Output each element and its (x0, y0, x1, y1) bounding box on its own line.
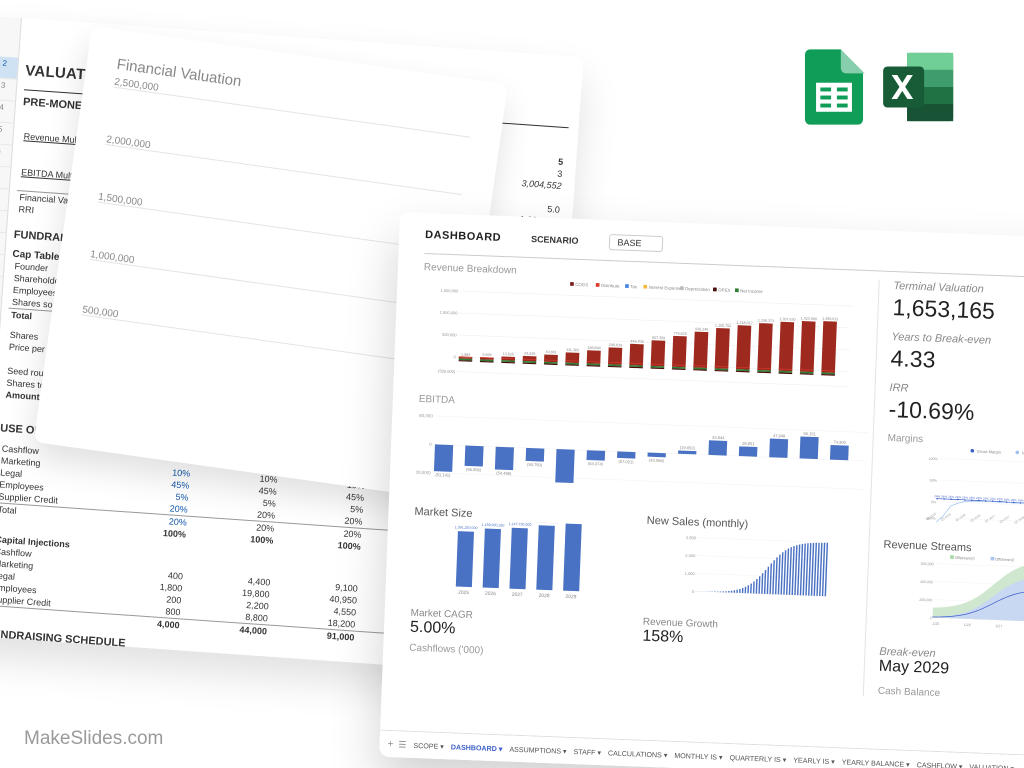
svg-text:(50,750): (50,750) (527, 462, 543, 468)
svg-text:2027: 2027 (512, 592, 523, 598)
svg-text:COGS: COGS (575, 282, 588, 287)
svg-text:Tax: Tax (630, 284, 638, 289)
svg-text:200,000: 200,000 (919, 598, 932, 602)
svg-text:2,000: 2,000 (686, 553, 697, 558)
svg-text:24%: 24% (934, 494, 940, 498)
svg-text:Depreciation: Depreciation (685, 286, 710, 292)
svg-text:1,989: 1,989 (461, 353, 470, 357)
svg-text:445,706: 445,706 (630, 339, 643, 344)
svg-text:1,450,011: 1,450,011 (822, 317, 838, 322)
svg-text:2025: 2025 (458, 590, 469, 596)
svg-text:0%: 0% (931, 500, 937, 504)
svg-text:(51,141): (51,141) (435, 472, 451, 478)
svg-text:13,525: 13,525 (503, 352, 514, 356)
svg-text:0: 0 (429, 442, 432, 447)
svg-text:1/25: 1/25 (932, 622, 939, 626)
svg-text:2,500: 2,500 (686, 535, 697, 540)
svg-text:607,356: 607,356 (652, 336, 665, 341)
svg-text:500,000: 500,000 (921, 562, 934, 566)
svg-text:1,147,730,000: 1,147,730,000 (508, 522, 531, 527)
svg-text:24%: 24% (948, 495, 954, 499)
svg-text:1,423,966: 1,423,966 (801, 317, 817, 322)
svg-text:5,969: 5,969 (482, 353, 491, 357)
svg-text:500,000: 500,000 (442, 332, 457, 338)
svg-text:1,296,373: 1,296,373 (758, 319, 774, 324)
svg-text:(54,486): (54,486) (496, 470, 512, 476)
svg-text:29,636: 29,636 (524, 351, 535, 355)
svg-text:20%: 20% (1011, 498, 1017, 502)
svg-text:23,844: 23,844 (712, 435, 725, 441)
svg-text:40,661: 40,661 (546, 350, 557, 354)
svg-text:Q3 2027: Q3 2027 (999, 514, 1011, 524)
svg-text:0: 0 (692, 589, 695, 594)
svg-text:(19,653): (19,653) (680, 445, 696, 451)
svg-text:47,948: 47,948 (773, 433, 786, 439)
svg-text:2028: 2028 (538, 593, 549, 599)
svg-text:74,900: 74,900 (833, 439, 846, 445)
svg-text:Q1 2027: Q1 2027 (984, 514, 996, 524)
svg-text:1,105,752: 1,105,752 (715, 324, 731, 329)
svg-text:23%: 23% (976, 496, 982, 500)
svg-text:(57,021): (57,021) (618, 459, 634, 465)
svg-text:2029: 2029 (565, 594, 576, 600)
svg-text:1,500,000: 1,500,000 (440, 288, 459, 294)
svg-text:Offstream(): Offstream() (995, 558, 1015, 563)
svg-text:Distribute: Distribute (601, 283, 620, 289)
svg-text:296,636: 296,636 (609, 343, 622, 348)
svg-text:1,159,930,250: 1,159,930,250 (482, 523, 505, 528)
svg-text:Interest Expense: Interest Expense (648, 285, 682, 291)
svg-text:22%: 22% (997, 497, 1003, 501)
svg-text:776,629: 776,629 (673, 331, 686, 336)
svg-text:2026: 2026 (485, 591, 496, 597)
svg-text:Net Income: Net Income (740, 288, 763, 294)
svg-text:22%: 22% (983, 496, 989, 500)
svg-text:24%: 24% (941, 494, 947, 498)
svg-text:23%: 23% (962, 495, 968, 499)
svg-text:19%: 19% (1018, 498, 1024, 502)
svg-text:100%: 100% (928, 457, 938, 461)
svg-text:1,218,017: 1,218,017 (736, 321, 752, 326)
svg-text:(56,556): (56,556) (466, 467, 482, 473)
svg-text:(64,374): (64,374) (588, 461, 604, 467)
svg-text:OPEX: OPEX (718, 287, 730, 292)
svg-text:38,851: 38,851 (742, 441, 755, 447)
svg-text:Q1 2028: Q1 2028 (1013, 515, 1024, 525)
svg-text:111,383: 111,383 (566, 348, 579, 352)
svg-text:0: 0 (929, 616, 931, 620)
svg-text:936,246: 936,246 (695, 327, 708, 332)
svg-text:Gross Margin: Gross Margin (977, 449, 1001, 455)
svg-text:24%: 24% (955, 495, 961, 499)
svg-text:Q3 2026: Q3 2026 (969, 513, 981, 523)
svg-text:(100,000): (100,000) (415, 470, 431, 476)
svg-text:23%: 23% (969, 496, 975, 500)
svg-text:1/26: 1/26 (964, 623, 971, 627)
svg-text:1/27: 1/27 (995, 624, 1002, 628)
svg-text:189,894: 189,894 (587, 346, 600, 351)
svg-text:1,357,630: 1,357,630 (779, 317, 795, 322)
svg-text:Q1 2026: Q1 2026 (955, 513, 967, 523)
svg-text:400,000: 400,000 (920, 580, 933, 584)
svg-text:0: 0 (453, 354, 456, 359)
svg-text:Q3 2025: Q3 2025 (940, 512, 952, 522)
svg-text:22%: 22% (990, 497, 996, 501)
svg-text:56,151: 56,151 (803, 431, 816, 437)
svg-text:1,000,000: 1,000,000 (440, 310, 459, 316)
svg-text:(43,066): (43,066) (649, 458, 665, 464)
svg-text:Offstream(I): Offstream(I) (955, 556, 976, 561)
svg-text:1,000: 1,000 (685, 571, 696, 576)
svg-text:20%: 20% (1004, 498, 1010, 502)
svg-text:(500,000): (500,000) (438, 368, 456, 374)
svg-text:1,091,250,000: 1,091,250,000 (455, 525, 478, 530)
svg-text:50%: 50% (930, 479, 938, 483)
svg-text:80,000: 80,000 (419, 413, 433, 419)
